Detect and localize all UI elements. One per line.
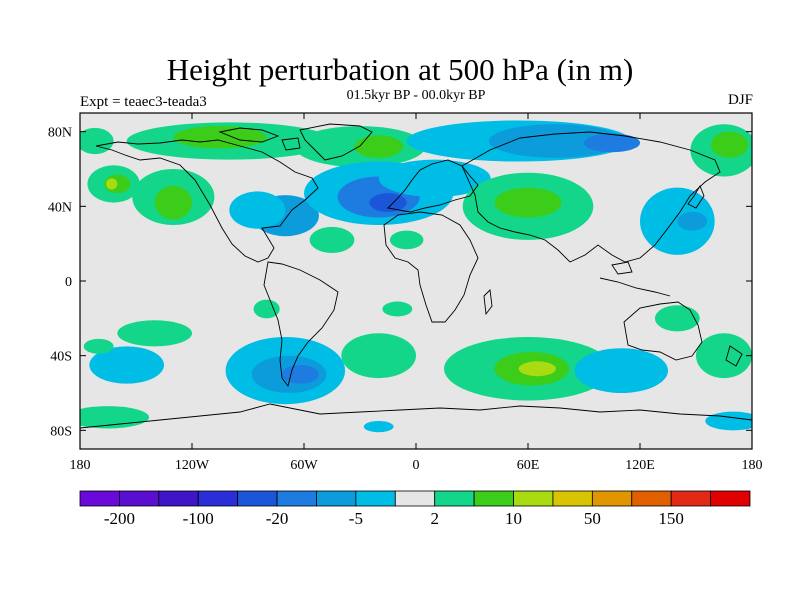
- anomaly-region: [253, 299, 280, 319]
- colorbar-swatch: [670, 490, 711, 507]
- anomaly-region: [677, 211, 708, 231]
- colorbar-label: -5: [349, 509, 363, 528]
- anomaly-region: [80, 127, 114, 155]
- anomaly-region: [106, 178, 118, 190]
- colorbar-swatch: [158, 490, 199, 507]
- anomaly-field: [80, 120, 752, 433]
- x-tick-label: 180: [70, 458, 91, 473]
- colorbar-swatch: [434, 490, 475, 507]
- colorbar-swatch: [237, 490, 278, 507]
- anomaly-region: [705, 411, 752, 431]
- coastline-south-america: [263, 261, 339, 388]
- colorbar-swatch: [473, 490, 514, 507]
- colorbar-swatch: [316, 490, 357, 507]
- colorbar-swatch: [119, 490, 160, 507]
- season-label: DJF: [727, 92, 753, 108]
- colorbar-swatch: [631, 490, 672, 507]
- colorbar-swatch: [197, 490, 239, 507]
- anomaly-region: [229, 191, 286, 229]
- colorbar-swatch: [710, 490, 751, 507]
- anomaly-region: [584, 133, 640, 153]
- y-axis: 80N 40N 0 40S 80S: [48, 126, 752, 439]
- colorbar-label: 50: [584, 509, 601, 528]
- x-tick-label: 120W: [175, 458, 210, 473]
- coastline-indonesia: [599, 261, 671, 297]
- y-tick-label: 40N: [48, 200, 72, 215]
- anomaly-region: [117, 320, 192, 347]
- y-tick-label: 0: [65, 275, 72, 290]
- colorbar-label: -100: [183, 509, 214, 528]
- coastlines: [80, 123, 752, 429]
- anomaly-region: [518, 361, 556, 377]
- anomaly-region: [354, 135, 403, 158]
- anomaly-region: [488, 124, 624, 158]
- anomaly-region: [696, 333, 752, 379]
- colorbar: -200 -100 -20 -5 2 10 50 150: [79, 490, 751, 528]
- coastline-asia: [461, 131, 721, 263]
- coastline-arctic-islands: [218, 127, 301, 151]
- colorbar-label: -20: [266, 509, 289, 528]
- x-axis: 180 120W 60W 0 60E 120E 180: [70, 113, 763, 473]
- x-tick-label: 0: [413, 458, 420, 473]
- coastline-australia: [623, 301, 703, 361]
- coastline-europe: [387, 159, 479, 213]
- colorbar-swatch: [591, 490, 633, 507]
- coastline-antarctica: [80, 403, 752, 429]
- anomaly-region: [363, 421, 394, 433]
- anomaly-region: [710, 131, 749, 158]
- chart-title: Height perturbation at 500 hPa (in m): [166, 52, 634, 87]
- anomaly-region: [83, 338, 114, 354]
- anomaly-region: [309, 226, 355, 253]
- colorbar-swatch: [79, 490, 120, 507]
- anomaly-region: [389, 230, 424, 250]
- anomaly-region: [173, 126, 267, 149]
- colorbar-label: 2: [430, 509, 439, 528]
- anomaly-region: [654, 305, 700, 332]
- coastline-madagascar: [483, 289, 493, 316]
- experiment-label: Expt = teaec3-teada3: [80, 94, 207, 110]
- x-tick-label: 120E: [625, 458, 655, 473]
- colorbar-swatch: [355, 490, 396, 507]
- y-tick-label: 80S: [50, 424, 72, 439]
- anomaly-region: [89, 346, 164, 384]
- anomaly-region: [382, 301, 413, 317]
- colorbar-swatch: [513, 490, 554, 507]
- y-tick-label: 40S: [50, 350, 72, 365]
- x-tick-label: 60W: [290, 458, 318, 473]
- coastline-japan: [687, 184, 705, 209]
- anomaly-region: [574, 348, 668, 393]
- anomaly-region: [494, 187, 562, 218]
- coastline-north-america: [95, 139, 319, 263]
- coastline-africa: [383, 211, 479, 323]
- colorbar-swatch: [552, 490, 593, 507]
- coastline-greenland: [299, 123, 373, 161]
- anomaly-region: [369, 193, 407, 212]
- chart-subtitle: 01.5kyr BP - 00.0kyr BP: [346, 88, 486, 103]
- colorbar-label: 150: [658, 509, 684, 528]
- colorbar-swatch: [394, 490, 436, 507]
- y-tick-label: 80N: [48, 126, 72, 141]
- colorbar-label: 10: [505, 509, 522, 528]
- colorbar-swatch: [276, 490, 317, 507]
- anomaly-region: [341, 333, 416, 379]
- colorbar-label: -200: [104, 509, 135, 528]
- anomaly-region: [281, 365, 319, 384]
- x-tick-label: 180: [742, 458, 763, 473]
- coastline-new-zealand: [725, 345, 743, 367]
- x-tick-label: 60E: [517, 458, 540, 473]
- anomaly-region: [154, 185, 192, 220]
